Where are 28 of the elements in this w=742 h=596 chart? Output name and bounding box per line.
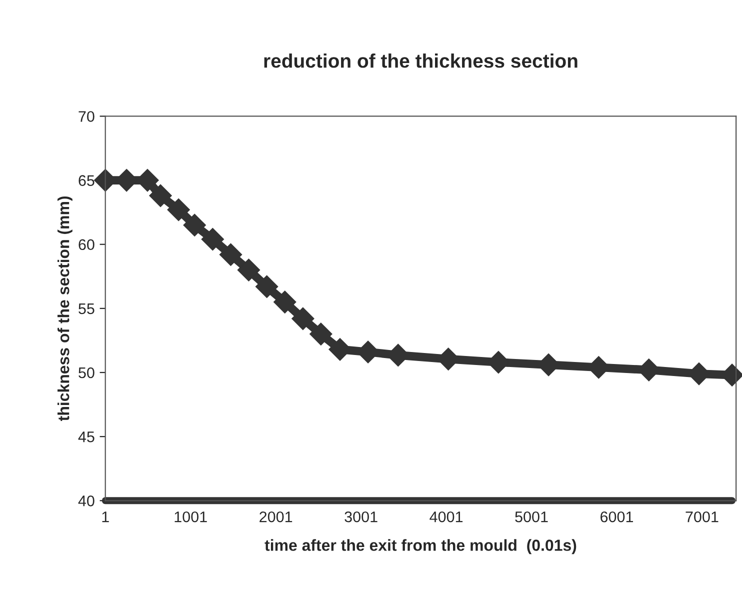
x-tick-label: 5001 xyxy=(515,511,548,522)
x-tick-label: 4001 xyxy=(430,511,463,522)
y-axis-title: thickness of the section (mm) xyxy=(58,196,72,421)
point xyxy=(167,198,190,222)
x-tick-label: 1001 xyxy=(174,511,207,522)
point xyxy=(292,307,314,330)
y-tick-label: 45 xyxy=(78,432,94,442)
point xyxy=(183,214,206,236)
y-tick-label: 60 xyxy=(78,239,94,250)
point xyxy=(219,243,242,266)
point xyxy=(149,184,172,207)
y-tick-label: 55 xyxy=(78,303,94,314)
x-tick-label: 3001 xyxy=(344,511,378,522)
chart-title: reduction of the thickness section xyxy=(264,54,578,68)
point xyxy=(274,290,296,314)
y-tick-label: 50 xyxy=(78,367,94,378)
y-tick-label: 70 xyxy=(78,111,94,122)
x-axis-title: time after the exit from the mould (0.01s) xyxy=(264,539,576,554)
x-tick-label: 6001 xyxy=(600,511,633,522)
point xyxy=(255,275,278,298)
point xyxy=(237,258,260,282)
point xyxy=(310,322,332,346)
x-tick-label: 7001 xyxy=(686,511,718,522)
x-tick-label: 1 xyxy=(102,512,109,522)
y-tick-label: 65 xyxy=(78,175,94,186)
x-tick-label: 2001 xyxy=(260,511,292,522)
y-tick-label: 40 xyxy=(78,496,94,506)
point xyxy=(201,228,224,251)
